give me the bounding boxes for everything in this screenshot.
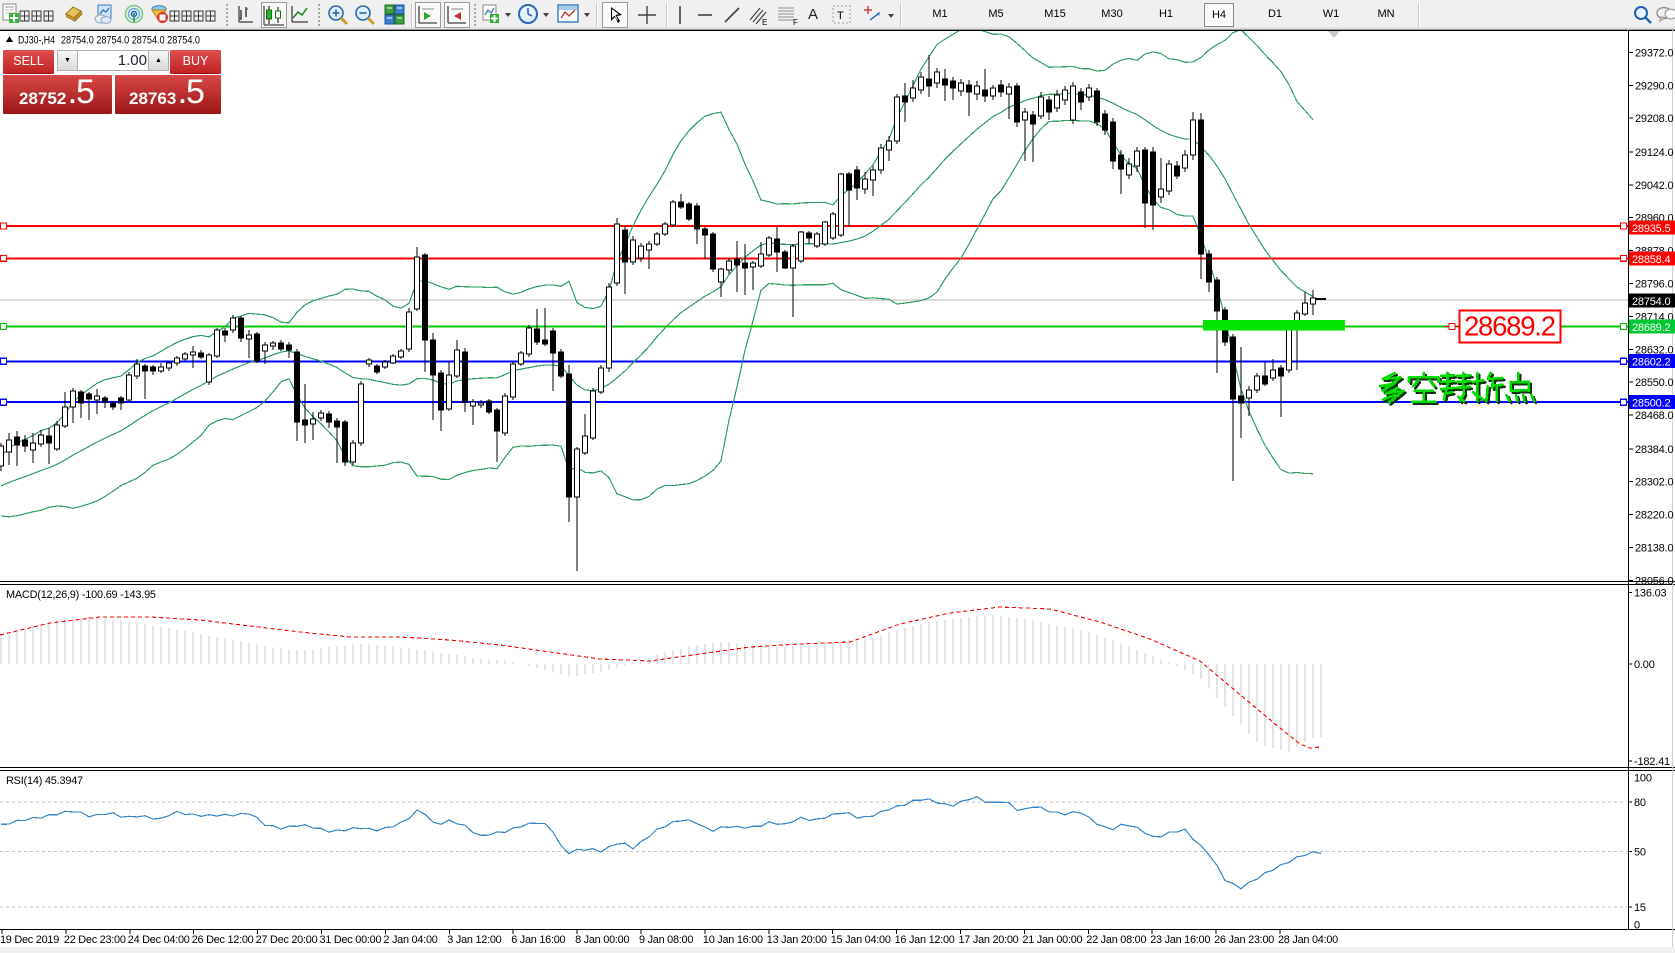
svg-text:28500.2: 28500.2 — [1632, 398, 1670, 410]
svg-text:29042.0: 29042.0 — [1635, 180, 1673, 192]
svg-text:0.00: 0.00 — [1634, 659, 1655, 671]
svg-text:F: F — [793, 18, 798, 26]
svg-text:2 Jan 04:00: 2 Jan 04:00 — [383, 934, 437, 946]
svg-text:27 Dec 20:00: 27 Dec 20:00 — [256, 934, 318, 946]
svg-text:100: 100 — [1634, 773, 1652, 785]
svg-text:3 Jan 12:00: 3 Jan 12:00 — [447, 934, 501, 946]
svg-text:16 Jan 12:00: 16 Jan 12:00 — [895, 934, 955, 946]
svg-text:15 Jan 04:00: 15 Jan 04:00 — [831, 934, 891, 946]
svg-text:T: T — [837, 10, 844, 22]
svg-text:15: 15 — [1634, 902, 1646, 914]
svg-text:29124.0: 29124.0 — [1635, 147, 1673, 159]
svg-text:28632.0: 28632.0 — [1635, 344, 1673, 356]
svg-text:28468.0: 28468.0 — [1635, 410, 1673, 422]
svg-text:23 Jan 16:00: 23 Jan 16:00 — [1150, 934, 1210, 946]
svg-text:28754.0: 28754.0 — [1632, 296, 1670, 308]
svg-text:22 Dec 23:00: 22 Dec 23:00 — [64, 934, 126, 946]
svg-text:-182.41: -182.41 — [1634, 756, 1670, 768]
svg-text:10 Jan 16:00: 10 Jan 16:00 — [703, 934, 763, 946]
svg-text:13 Jan 20:00: 13 Jan 20:00 — [767, 934, 827, 946]
svg-text:22 Jan 08:00: 22 Jan 08:00 — [1086, 934, 1146, 946]
svg-text:29372.0: 29372.0 — [1635, 47, 1673, 59]
svg-text:28302.0: 28302.0 — [1635, 477, 1673, 489]
svg-text:28754.0 28754.0 28754.0 28754.: 28754.0 28754.0 28754.0 28754.0 — [61, 35, 200, 47]
svg-text:8 Jan 00:00: 8 Jan 00:00 — [575, 934, 629, 946]
svg-text:28384.0: 28384.0 — [1635, 444, 1673, 456]
svg-text:28935.5: 28935.5 — [1632, 223, 1670, 235]
svg-text:28689.2: 28689.2 — [1632, 322, 1670, 334]
svg-text:31 Dec 00:00: 31 Dec 00:00 — [320, 934, 382, 946]
svg-text:6 Jan 16:00: 6 Jan 16:00 — [511, 934, 565, 946]
svg-text:RSI(14) 45.3947: RSI(14) 45.3947 — [6, 775, 83, 787]
svg-text:DJ30-,H4: DJ30-,H4 — [18, 35, 55, 47]
svg-text:E: E — [762, 18, 767, 26]
svg-text:28796.0: 28796.0 — [1635, 279, 1673, 291]
svg-text:28858.4: 28858.4 — [1632, 254, 1670, 266]
svg-text:50: 50 — [1634, 847, 1646, 859]
svg-text:28689.2: 28689.2 — [1464, 311, 1556, 342]
svg-text:9 Jan 08:00: 9 Jan 08:00 — [639, 934, 693, 946]
svg-text:24 Dec 04:00: 24 Dec 04:00 — [128, 934, 190, 946]
svg-text:MACD(12,26,9) -100.69 -143.95: MACD(12,26,9) -100.69 -143.95 — [6, 589, 156, 601]
svg-text:19 Dec 2019: 19 Dec 2019 — [0, 934, 59, 946]
svg-text:29290.0: 29290.0 — [1635, 80, 1673, 92]
svg-text:28220.0: 28220.0 — [1635, 510, 1673, 522]
svg-text:28056.0: 28056.0 — [1635, 575, 1673, 587]
svg-text:0: 0 — [1634, 920, 1640, 932]
svg-text:26 Dec 12:00: 26 Dec 12:00 — [192, 934, 254, 946]
svg-text:136.03: 136.03 — [1634, 588, 1667, 600]
svg-text:28 Jan 04:00: 28 Jan 04:00 — [1278, 934, 1338, 946]
svg-text:26 Jan 23:00: 26 Jan 23:00 — [1214, 934, 1274, 946]
svg-text:80: 80 — [1634, 797, 1646, 809]
svg-text:28602.2: 28602.2 — [1632, 357, 1670, 369]
svg-text:17 Jan 20:00: 17 Jan 20:00 — [959, 934, 1019, 946]
svg-text:28138.0: 28138.0 — [1635, 543, 1673, 555]
svg-text:28550.0: 28550.0 — [1635, 377, 1673, 389]
svg-text:21 Jan 00:00: 21 Jan 00:00 — [1022, 934, 1082, 946]
svg-text:29208.0: 29208.0 — [1635, 113, 1673, 125]
